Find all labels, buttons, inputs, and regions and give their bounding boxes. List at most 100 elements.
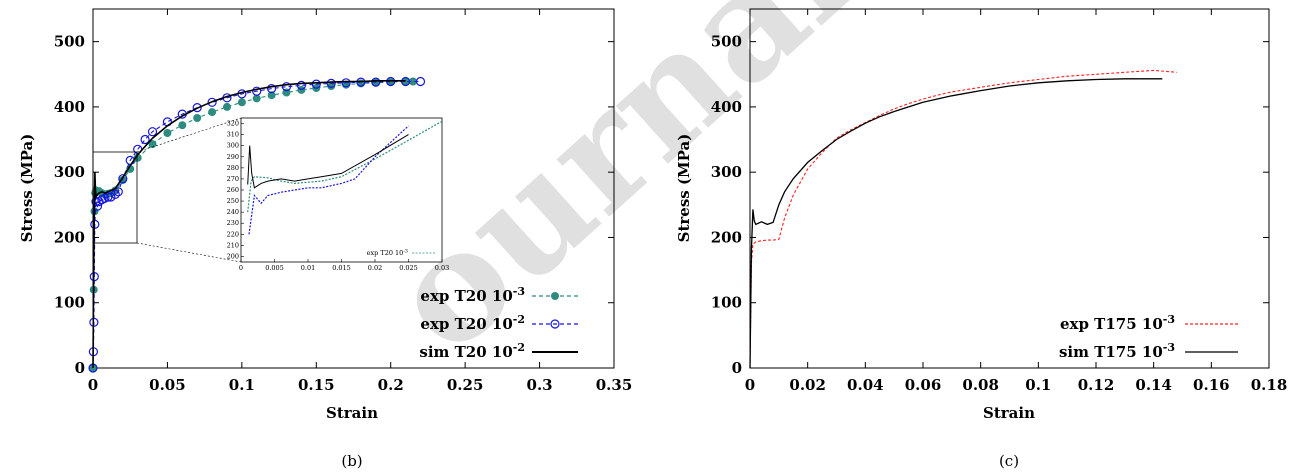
chart-b-series-0-point-15 xyxy=(163,129,172,137)
legend-b-label-1-main: exp T20 10 xyxy=(420,315,512,333)
chart-b-series-1-point-18 xyxy=(147,127,158,137)
inset-ytick-label-1: 210 xyxy=(227,241,239,249)
inset-ytick-label-0: 200 xyxy=(227,252,239,260)
chart-b-y-axis-label: Stress (MPa) xyxy=(18,134,36,243)
chart-c-series-group xyxy=(749,69,1177,369)
chart-c-ytick-label-3: 300 xyxy=(711,163,742,181)
legend-b-label-0-sup: -3 xyxy=(513,285,525,298)
chart-b-series-1-point-12 xyxy=(110,189,120,199)
chart-c-ytick-label-2: 200 xyxy=(711,228,742,246)
inset-legend-main: exp T20 10 xyxy=(367,249,404,257)
chart-b-series-1-point-17 xyxy=(140,134,150,145)
inset-ytick-label-9: 290 xyxy=(227,153,239,161)
inset-series-group xyxy=(247,120,443,235)
chart-b-series-0-point-19 xyxy=(223,102,231,111)
inset-legend-sup: -3 xyxy=(403,249,408,255)
chart-b-series-0-point-17 xyxy=(193,114,202,122)
chart-c-caption: (c) xyxy=(999,452,1019,470)
inset-ytick-label-6: 260 xyxy=(227,186,239,194)
chart-c-x-ticks: 0 0.02 0.04 0.06 0.08 0.1 0.12 0.14 0.16 0.18 xyxy=(745,9,1287,394)
inset-series-2-line xyxy=(247,134,409,189)
chart-c-xtick-label-8: 0.16 xyxy=(1193,376,1230,394)
chart-b-xtick-label-3: 0.15 xyxy=(298,376,335,394)
legend-b-label-1: exp T20 10-2 xyxy=(420,313,525,333)
chart-b-series-1-point-27 xyxy=(281,82,292,92)
chart-b-series-0-point-18 xyxy=(208,108,217,117)
inset-ytick-label-3: 230 xyxy=(227,219,239,227)
inset-plot-area xyxy=(240,117,443,263)
chart-b-zoom-connector-top xyxy=(136,117,242,153)
inset-xtick-label-5: 0.025 xyxy=(399,264,418,272)
chart-b-series-0-point-32 xyxy=(409,77,417,86)
chart-b-series-0-point-22 xyxy=(267,91,276,100)
legend-b-label-2-sup: -2 xyxy=(513,341,525,354)
inset-xtick-label-0: 0 xyxy=(239,264,243,272)
chart-c-xtick-label-6: 0.12 xyxy=(1078,376,1115,394)
chart-c-legend: exp T175 10-3 sim T175 10-3 xyxy=(1059,313,1238,361)
inset-series-0-line xyxy=(247,120,443,213)
chart-c-xtick-label-2: 0.04 xyxy=(847,376,884,394)
chart-b-series-0-point-20 xyxy=(237,98,246,107)
chart-b-inset: 200 210 220 230 240 250 260 270 280 290 300 310 320 0… xyxy=(227,117,449,272)
chart-b-zoom-connector-bottom xyxy=(136,242,242,263)
inset-ytick-label-5: 250 xyxy=(227,197,239,205)
chart-b-series-1-point-33 xyxy=(371,77,381,87)
chart-c-xtick-label-7: 0.14 xyxy=(1135,376,1172,394)
legend-c-label-0-main: exp T175 10 xyxy=(1060,315,1163,333)
legend-c-label-1-sup: -3 xyxy=(1163,341,1175,354)
chart-c-x-axis-label: Strain xyxy=(983,404,1035,422)
chart-b-xtick-label-2: 0.1 xyxy=(229,376,255,394)
chart-b-series-1-point-22 xyxy=(207,97,217,107)
chart-c-series-1-line xyxy=(749,78,1163,369)
chart-b-series-1-point-36 xyxy=(415,76,426,87)
chart-b-caption: (b) xyxy=(341,452,362,470)
inset-xtick-label-2: 0.01 xyxy=(301,264,315,272)
chart-b-series-1-point-25 xyxy=(252,86,262,96)
chart-c: 0 100 200 300 400 500 0 0.02 0.04 0.06 0.08 0.1 0.1… xyxy=(675,8,1287,470)
inset-xtick-label-6: 0.03 xyxy=(435,264,449,272)
inset-ytick-label-11: 310 xyxy=(227,131,239,139)
chart-c-y-ticks: 0 100 200 300 400 500 xyxy=(711,33,1269,377)
chart-b-xtick-label-6: 0.3 xyxy=(527,376,553,394)
chart-c-xtick-label-1: 0.02 xyxy=(789,376,826,394)
chart-b-zoom-box xyxy=(92,151,138,244)
chart-b-y-ticks: 0 100 200 300 400 500 xyxy=(54,33,614,377)
chart-c-ytick-label-1: 100 xyxy=(711,294,742,312)
chart-b-series-1-point-30 xyxy=(326,78,336,89)
chart-b-series-0-line xyxy=(92,80,413,369)
chart-b-ytick-label-4: 400 xyxy=(54,98,85,116)
chart-b-series-2-line xyxy=(92,80,406,369)
chart-c-xtick-label-3: 0.06 xyxy=(905,376,942,394)
chart-b-x-axis-label: Strain xyxy=(326,404,378,422)
legend-c-label-1: sim T175 10-3 xyxy=(1059,341,1175,361)
chart-c-y-axis-label: Stress (MPa) xyxy=(675,134,693,243)
chart-b-series-0-point-26 xyxy=(327,82,336,90)
chart-b-series-1-point-26 xyxy=(267,83,277,94)
inset-ytick-label-12: 320 xyxy=(227,120,239,128)
chart-b-series-1-point-13 xyxy=(113,187,123,197)
chart-b-x-ticks: 0 0.05 0.1 0.15 0.2 0.25 0.3 0.35 xyxy=(88,9,632,394)
chart-b-series-0-point-12 xyxy=(126,164,135,173)
chart-c-xtick-label-0: 0 xyxy=(745,376,755,394)
chart-b-series-0-point-21 xyxy=(252,94,261,103)
chart-b-legend: exp T20 10-3 exp T20 10-2 sim T20 10-2 xyxy=(419,285,578,361)
chart-b-xtick-label-7: 0.35 xyxy=(596,376,633,394)
chart-c-ytick-label-5: 500 xyxy=(711,33,742,51)
inset-xtick-label-3: 0.015 xyxy=(332,264,351,272)
chart-b-series-0-point-16 xyxy=(178,121,187,130)
chart-b-series-1-point-31 xyxy=(341,78,351,88)
chart-b-series-1-point-6 xyxy=(92,201,103,211)
chart-b-xtick-label-5: 0.25 xyxy=(447,376,484,394)
legend-b-label-0-main: exp T20 10 xyxy=(420,287,512,305)
inset-legend-label: exp T20 10-3 xyxy=(367,249,408,258)
inset-ytick-label-7: 270 xyxy=(227,175,239,183)
inset-ytick-label-2: 220 xyxy=(227,230,239,238)
chart-b-series-1-line xyxy=(92,80,421,369)
chart-b-ytick-label-5: 500 xyxy=(54,33,85,51)
chart-b-series-1-point-21 xyxy=(192,102,202,113)
chart-c-ytick-label-4: 400 xyxy=(711,98,742,116)
chart-c-xtick-label-5: 0.1 xyxy=(1025,376,1051,394)
chart-b-ytick-label-0: 0 xyxy=(75,359,85,377)
